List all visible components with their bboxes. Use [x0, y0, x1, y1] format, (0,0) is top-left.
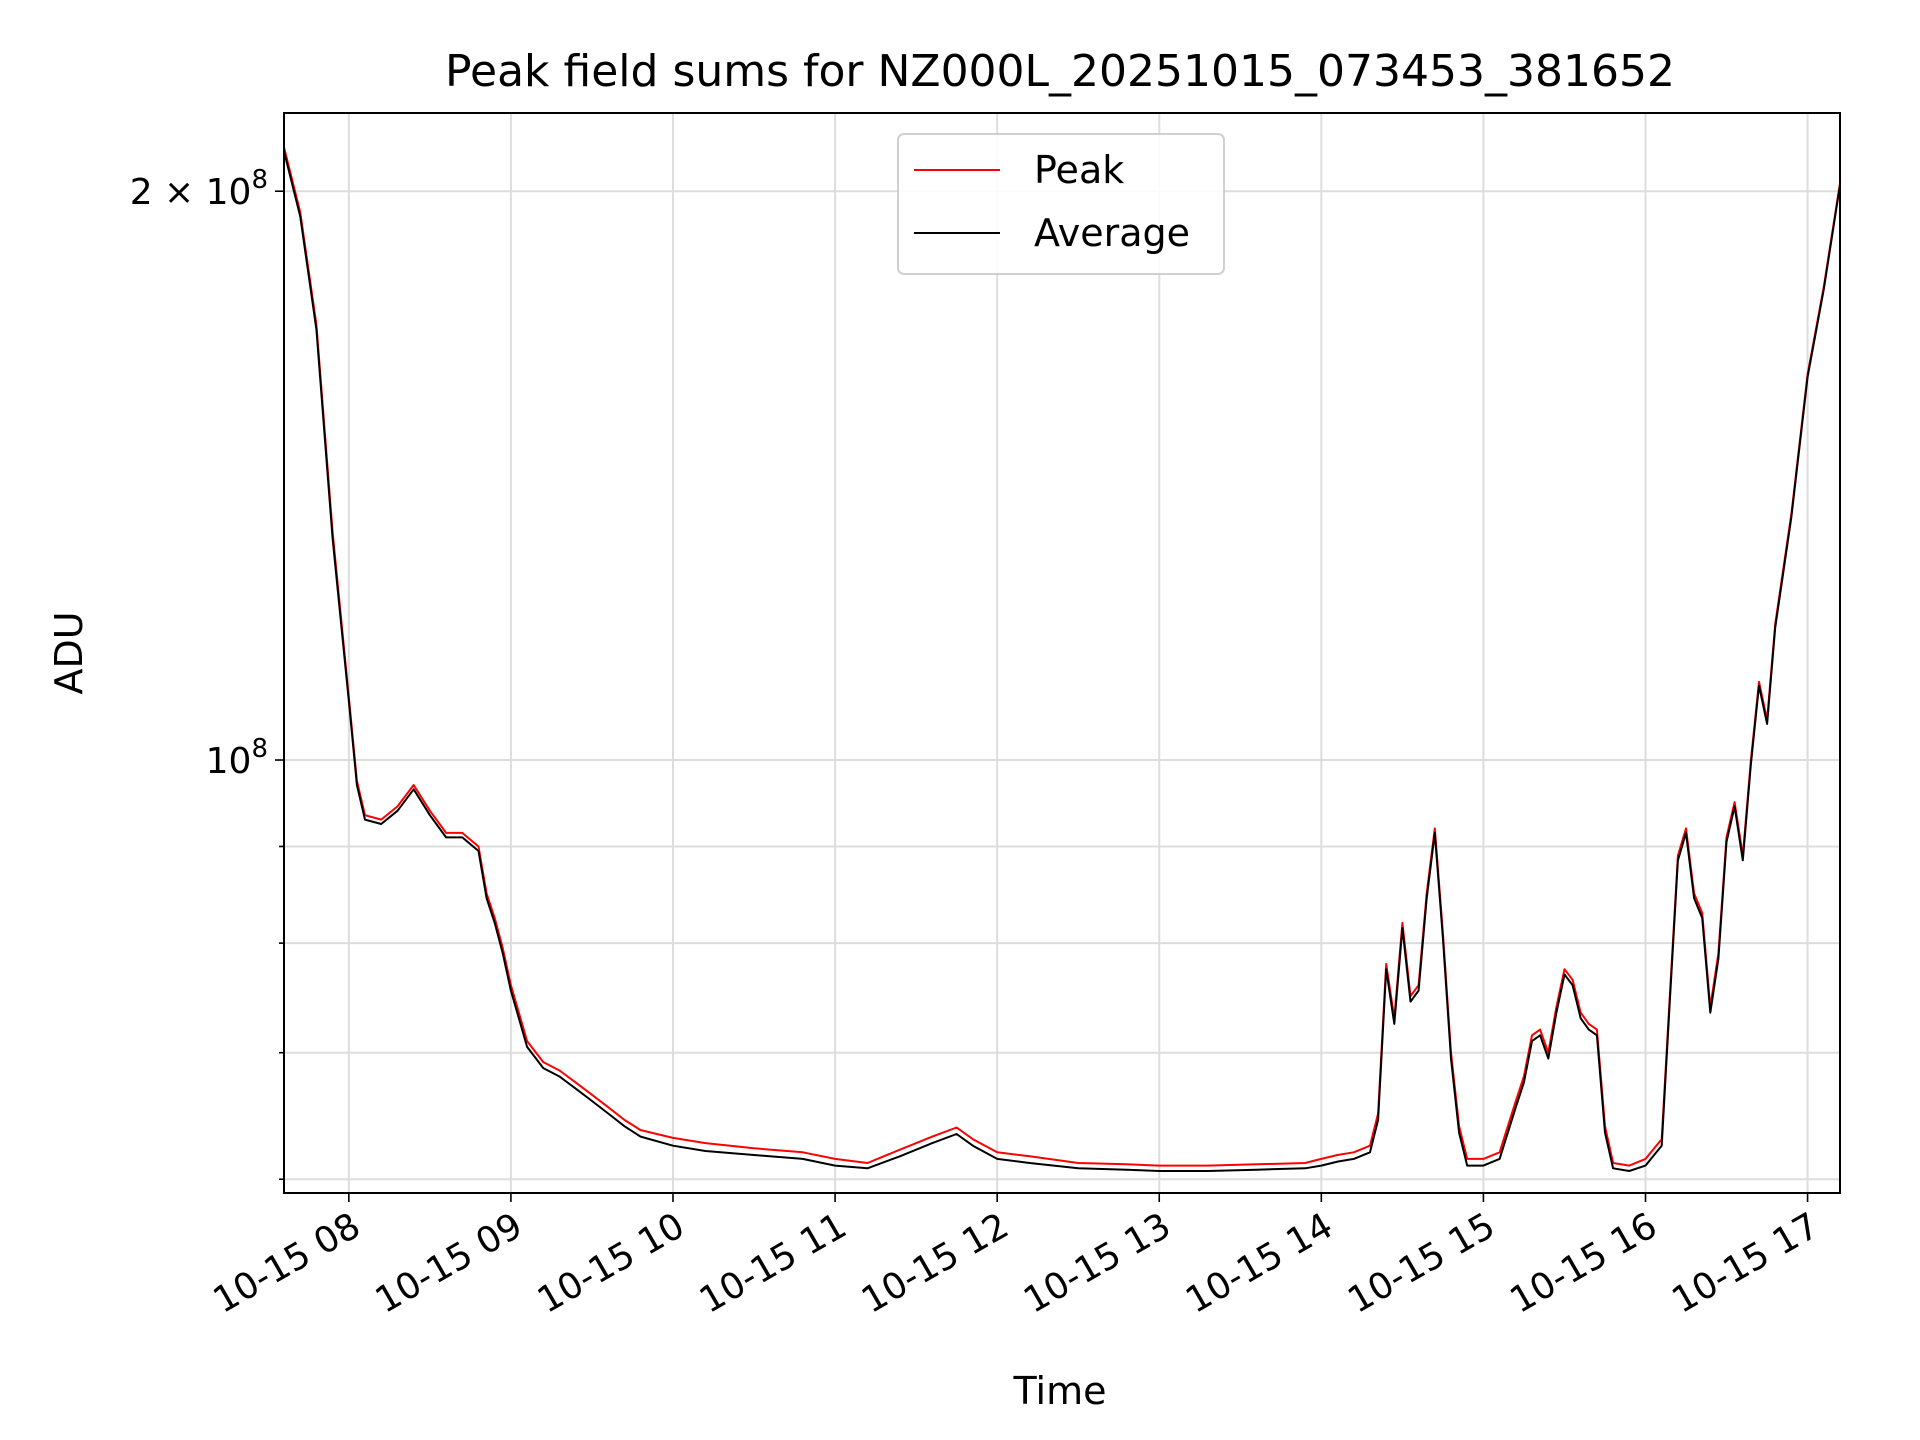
y-major-tick: 2 × 108 [130, 165, 284, 213]
y-tick-label: 108 [206, 734, 268, 782]
x-tick-label: 10-15 08 [207, 1205, 368, 1321]
plot-area [283, 112, 1841, 1194]
chart-title: Peak field sums for NZ000L_20251015_0734… [445, 46, 1675, 97]
series-line-average [283, 150, 1841, 1172]
x-tick: 10-15 14 [1179, 1193, 1340, 1322]
y-tick-label-exponent: 8 [251, 734, 268, 764]
x-tick-label: 10-15 17 [1665, 1205, 1826, 1321]
x-tick: 10-15 11 [693, 1193, 854, 1322]
grid [284, 113, 1840, 1193]
x-axis: 10-15 08 10-15 09 10-15 10 10-15 11 10-15 12… [207, 1193, 1826, 1322]
y-tick-label-base: 10 [206, 741, 252, 782]
x-tick: 10-15 15 [1341, 1193, 1502, 1322]
x-tick: 10-15 16 [1503, 1193, 1664, 1322]
x-tick: 10-15 08 [207, 1193, 368, 1322]
x-tick: 10-15 13 [1017, 1193, 1178, 1322]
legend-average-label: Average [1034, 211, 1190, 255]
x-tick-label: 10-15 12 [855, 1205, 1016, 1321]
x-tick-label: 10-15 16 [1503, 1205, 1664, 1321]
x-tick-label: 10-15 15 [1341, 1205, 1502, 1321]
legend: Peak Average [897, 133, 1225, 275]
x-tick: 10-15 10 [531, 1193, 692, 1322]
x-tick-label: 10-15 11 [693, 1205, 854, 1321]
y-tick-label-exponent: 8 [251, 165, 268, 195]
y-tick-label-base: 2 × 10 [130, 172, 252, 213]
x-tick-label: 10-15 14 [1179, 1205, 1340, 1321]
x-tick-label: 10-15 13 [1017, 1205, 1178, 1321]
legend-peak-label: Peak [1034, 148, 1124, 192]
series-line-peak [283, 147, 1841, 1167]
y-tick-label: 2 × 108 [130, 165, 268, 213]
series-layer [283, 147, 1841, 1172]
y-axis-label: ADU [47, 611, 91, 694]
x-tick: 10-15 09 [369, 1193, 530, 1322]
x-tick-label: 10-15 09 [369, 1205, 530, 1321]
x-tick: 10-15 17 [1665, 1193, 1826, 1322]
x-tick: 10-15 12 [855, 1193, 1016, 1322]
x-axis-label: Time [1013, 1369, 1107, 1413]
y-major-tick: 108 [206, 734, 284, 782]
x-tick-label: 10-15 10 [531, 1205, 692, 1321]
